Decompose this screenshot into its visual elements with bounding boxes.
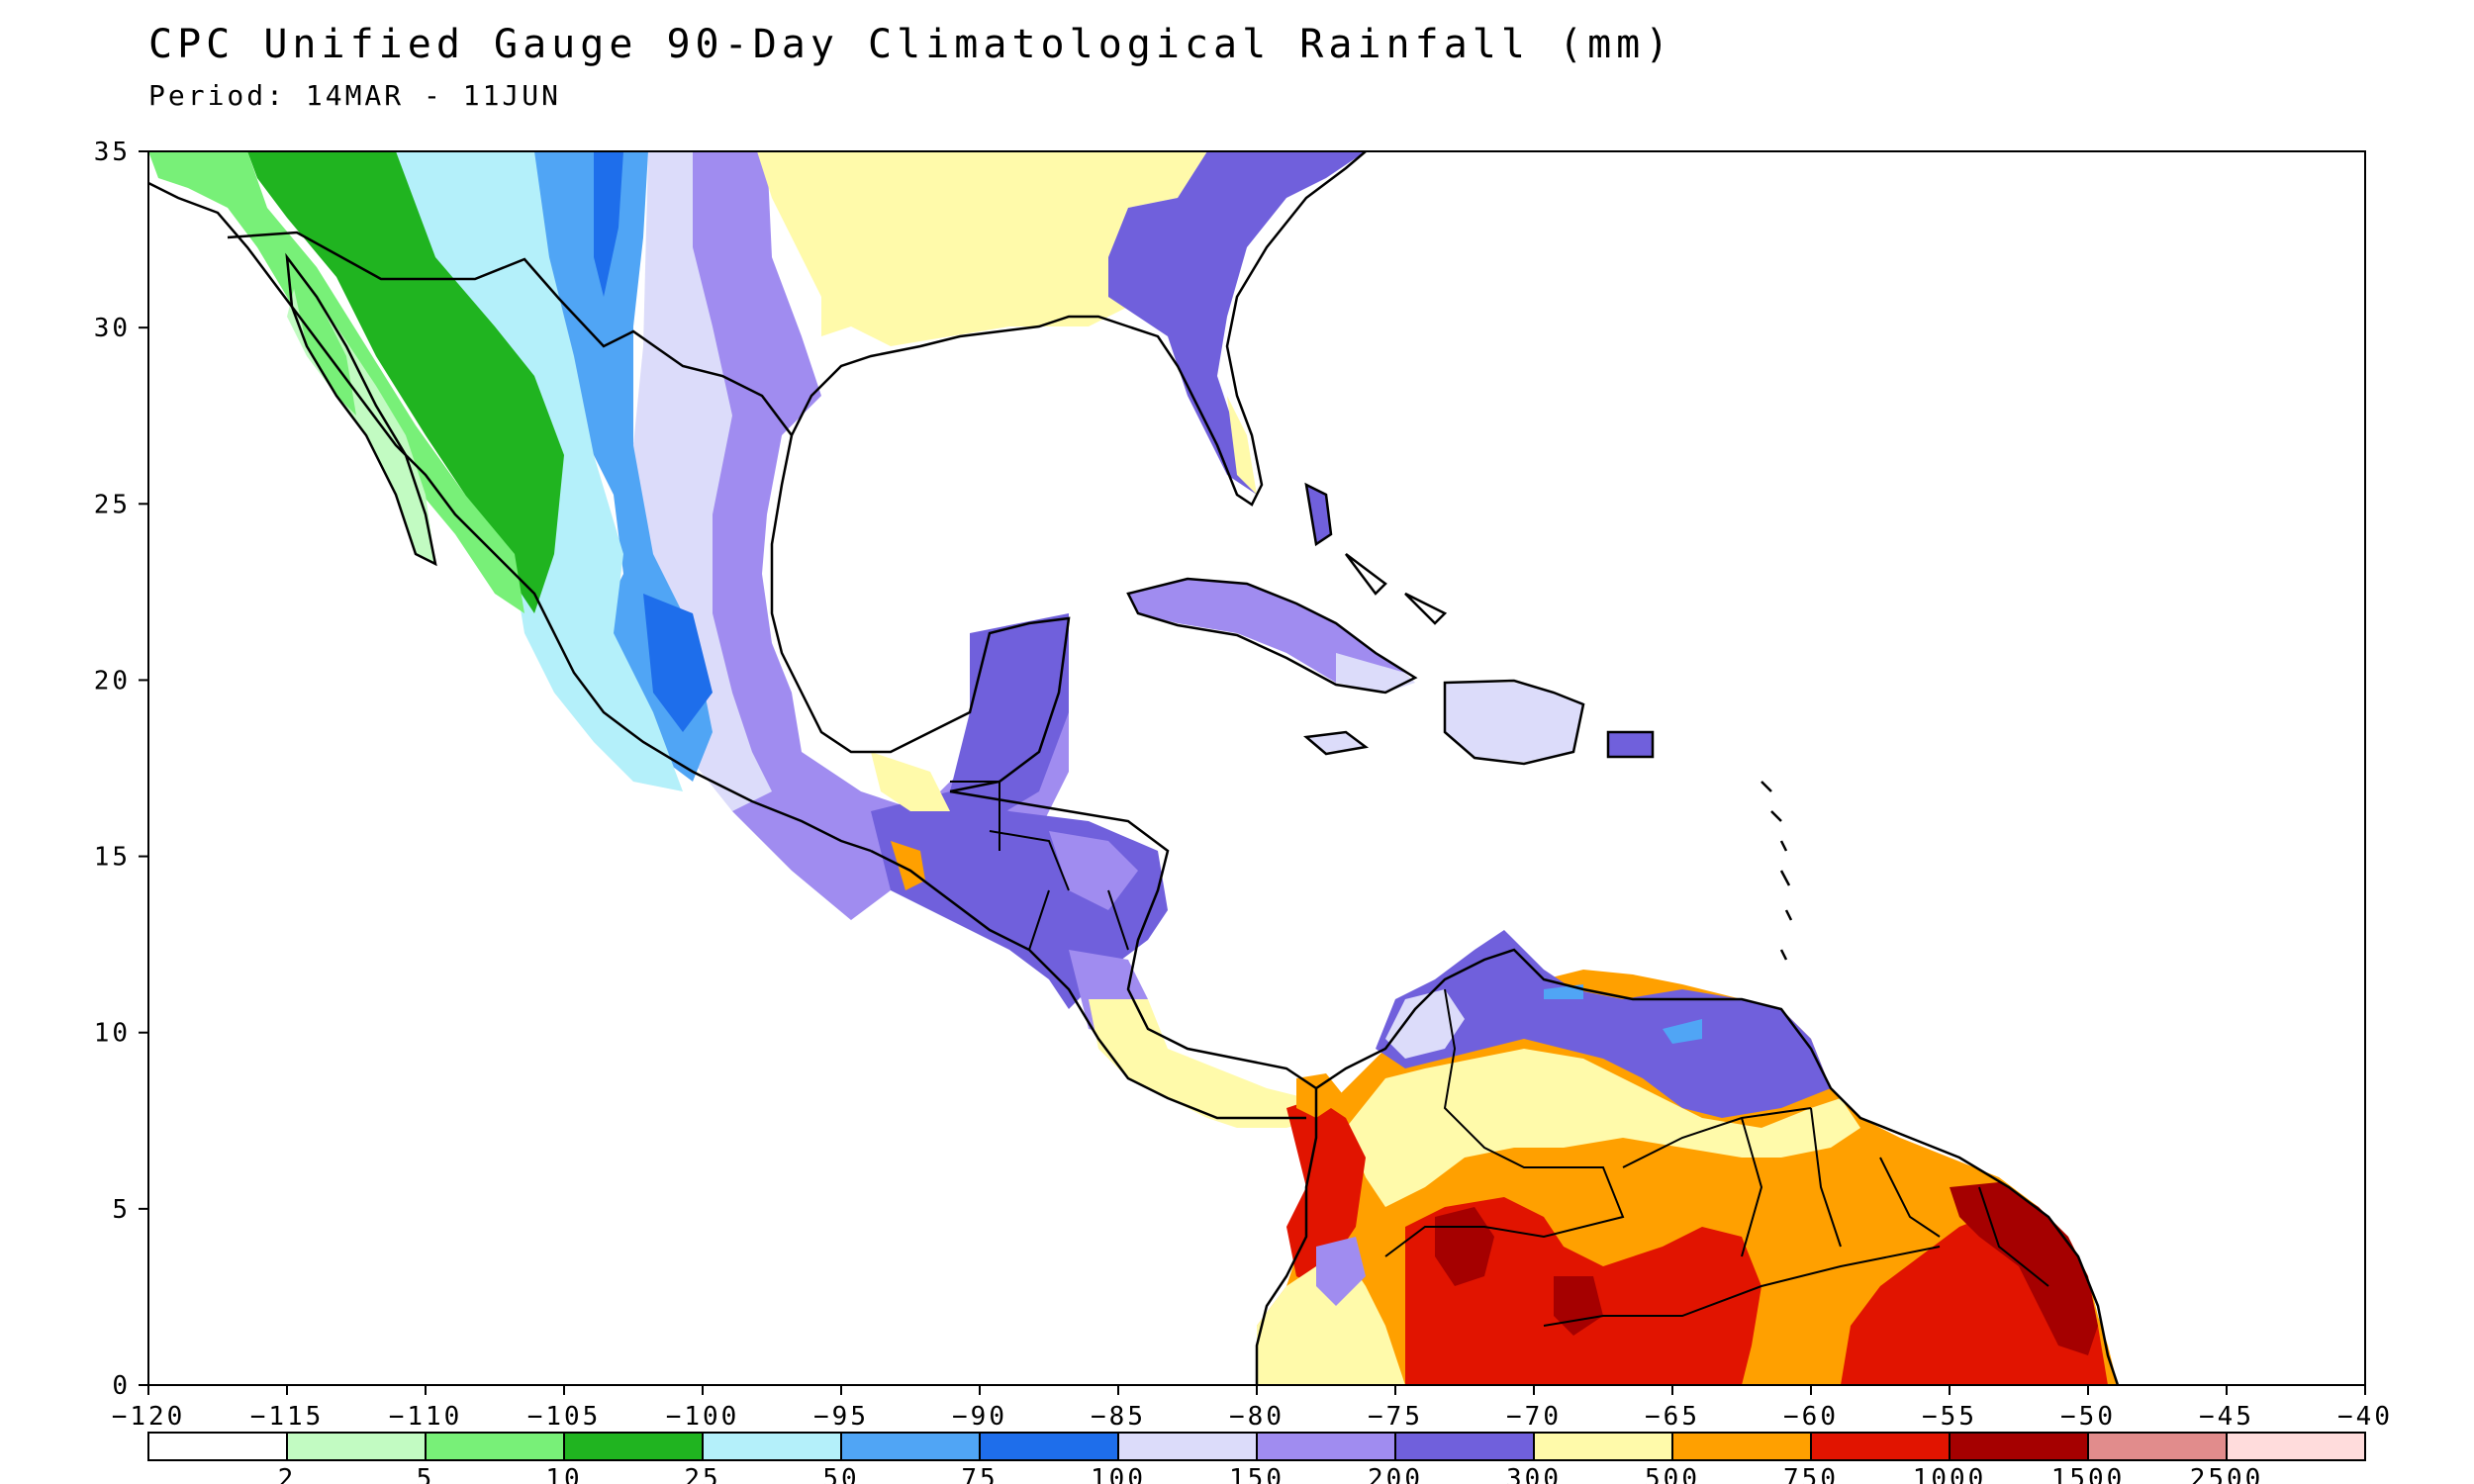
x-tick-label: −120 <box>112 1402 186 1432</box>
region-florida-tip <box>1227 396 1257 495</box>
y-tick-label: 10 <box>94 1019 131 1049</box>
legend-label: 10 <box>545 1464 582 1484</box>
region-southeast-us <box>1108 151 1366 495</box>
legend-label: 150 <box>1229 1464 1285 1484</box>
axis-ticks: −120 −115 −110 −105 −100 −95 −90 −85 −80 −75 −70 −6… <box>94 138 2393 1432</box>
y-tick-label: 15 <box>94 843 131 873</box>
coastlines <box>148 151 2120 1385</box>
region-caribbean-coast-blue <box>1544 984 1702 1044</box>
region-cuba-east <box>1336 653 1415 693</box>
legend-swatch <box>1394 1432 1535 1461</box>
region-ecuador-lavender <box>1316 1237 1366 1306</box>
legend-swatch <box>979 1432 1119 1461</box>
x-tick-label: −50 <box>2060 1402 2116 1432</box>
legend-swatch <box>147 1432 288 1461</box>
x-tick-label: −85 <box>1091 1402 1146 1432</box>
legend-label: 300 <box>1506 1464 1562 1484</box>
y-tick-label: 5 <box>112 1195 131 1225</box>
y-tick-label: 0 <box>112 1371 131 1401</box>
map-title: CPC Unified Gauge 90-Day Climatological … <box>148 22 1674 67</box>
x-tick-label: −75 <box>1368 1402 1423 1432</box>
region-yucatan <box>950 613 1069 821</box>
legend-label: 750 <box>1783 1464 1839 1484</box>
legend-swatch <box>2226 1432 2366 1461</box>
legend-swatch <box>286 1432 427 1461</box>
x-tick-label: −100 <box>666 1402 740 1432</box>
legend-swatch <box>425 1432 565 1461</box>
region-venezuela-coast <box>1376 930 1831 1118</box>
legend-label: 50 <box>822 1464 859 1484</box>
y-tick-label: 20 <box>94 666 131 696</box>
region-texas-plains <box>757 151 1207 346</box>
y-tick-label: 35 <box>94 138 131 167</box>
legend-swatch <box>1256 1432 1396 1461</box>
x-tick-label: −105 <box>527 1402 602 1432</box>
legend-label: 5 <box>417 1464 435 1484</box>
region-honduras-light <box>1049 831 1138 910</box>
legend-label: 1000 <box>1913 1464 1987 1484</box>
x-tick-label: −70 <box>1506 1402 1562 1432</box>
legend-swatch <box>1810 1432 1951 1461</box>
legend-swatch <box>1671 1432 1812 1461</box>
region-bahamas <box>1306 485 1331 544</box>
region-dark-blue-pocket <box>594 151 713 732</box>
region-amazon-dark-core <box>1435 1207 1603 1336</box>
region-sierra-madre <box>247 151 564 613</box>
legend-label: 2 <box>278 1464 297 1484</box>
color-legend: 2 5 10 25 50 75 100 150 200 300 500 750 1000 1500 2500 <box>147 1432 2366 1484</box>
country-borders <box>950 781 2049 1327</box>
legend-swatch <box>1533 1432 1673 1461</box>
x-tick-label: −60 <box>1783 1402 1839 1432</box>
region-llanos <box>1346 1049 1860 1207</box>
x-tick-label: −80 <box>1229 1402 1285 1432</box>
y-tick-label: 25 <box>94 490 131 519</box>
legend-label: 1500 <box>2051 1464 2126 1484</box>
legend-label: 75 <box>961 1464 998 1484</box>
legend-swatch <box>2087 1432 2228 1461</box>
legend-swatch <box>840 1432 981 1461</box>
region-belize-yellow <box>871 752 950 811</box>
region-hispaniola <box>1445 683 1583 762</box>
x-tick-label: −95 <box>813 1402 869 1432</box>
region-baja-tip <box>287 257 356 416</box>
x-tick-label: −115 <box>250 1402 325 1432</box>
map-subtitle: Period: 14MAR - 11JUN <box>148 79 562 112</box>
region-guianas <box>1950 1182 2098 1355</box>
region-ecuador-coast <box>1257 1256 1405 1385</box>
region-puerto-rico <box>1608 732 1653 757</box>
legend-label: 25 <box>684 1464 720 1484</box>
x-tick-label: −110 <box>389 1402 463 1432</box>
region-panama <box>1089 999 1326 1128</box>
x-tick-label: −65 <box>1645 1402 1700 1432</box>
legend-label: 100 <box>1091 1464 1146 1484</box>
legend-swatch <box>1949 1432 2089 1461</box>
legend-label: 2500 <box>2190 1464 2264 1484</box>
region-maracaibo-lavender <box>1385 989 1465 1059</box>
legend-swatch <box>563 1432 704 1461</box>
x-tick-label: −45 <box>2199 1402 2254 1432</box>
rainfall-fields <box>148 151 2118 1385</box>
legend-swatch <box>1117 1432 1258 1461</box>
x-tick-label: −40 <box>2337 1402 2393 1432</box>
region-guatemala-coast <box>891 841 925 890</box>
legend-label: 200 <box>1368 1464 1423 1484</box>
legend-swatch <box>702 1432 842 1461</box>
x-tick-label: −90 <box>952 1402 1007 1432</box>
legend-label: 500 <box>1645 1464 1700 1484</box>
y-tick-label: 30 <box>94 314 131 343</box>
x-tick-label: −55 <box>1922 1402 1977 1432</box>
